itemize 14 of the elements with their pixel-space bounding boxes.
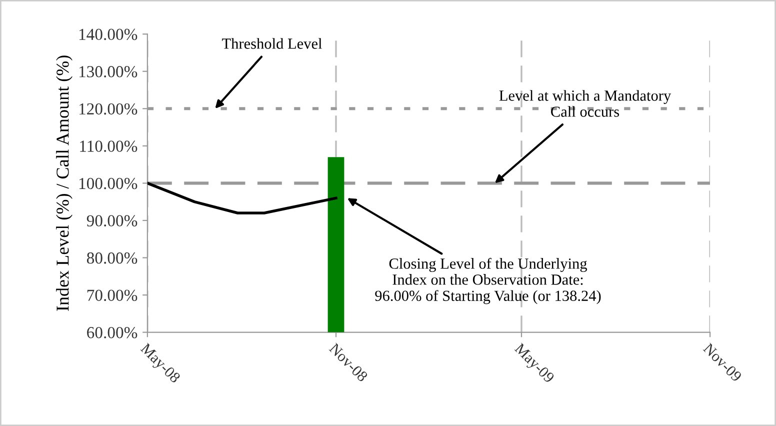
y-tick-label: 60.00% <box>87 326 138 338</box>
y-tick-label: 100.00% <box>79 178 138 190</box>
annotation: Level at which a Mandatory Call occurs <box>499 90 672 117</box>
annotation: Threshold Level <box>222 38 322 49</box>
y-axis-title: Index Level (%) / Call Amount (%) <box>56 56 72 311</box>
annotation: Closing Level of the Underlying Index on the Observation Date: 96.00% of Starting Value (or 138.24) <box>375 258 601 304</box>
y-tick-label: 110.00% <box>80 140 138 152</box>
y-tick-label: 80.00% <box>86 252 138 264</box>
line-series <box>147 182 338 214</box>
y-tick-label: 130.00% <box>79 66 138 78</box>
y-tick-label: 70.00% <box>87 290 138 302</box>
y-tick-label: 140.00% <box>79 28 138 40</box>
y-tick-label: 120.00% <box>79 103 138 115</box>
y-tick-label: 90.00% <box>86 215 138 226</box>
